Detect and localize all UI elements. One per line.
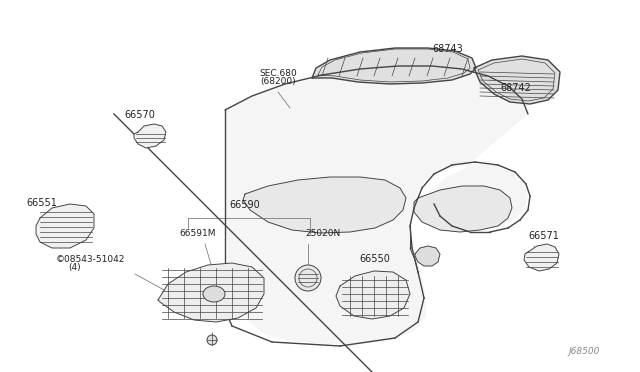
Text: 68742: 68742 (500, 83, 531, 93)
Polygon shape (336, 271, 410, 319)
Text: 66551: 66551 (26, 198, 57, 208)
Text: (68200): (68200) (260, 77, 296, 86)
Text: 68743: 68743 (432, 44, 463, 54)
Text: 66591M: 66591M (180, 229, 216, 238)
Polygon shape (524, 244, 559, 271)
Polygon shape (243, 177, 406, 233)
Text: 66570: 66570 (125, 110, 156, 120)
Text: 66590: 66590 (230, 200, 260, 210)
Polygon shape (134, 124, 166, 148)
Circle shape (207, 335, 217, 345)
Polygon shape (225, 66, 528, 344)
Polygon shape (415, 246, 440, 266)
Circle shape (295, 265, 321, 291)
Text: J68500: J68500 (568, 347, 600, 356)
Polygon shape (312, 48, 476, 84)
Text: 25020N: 25020N (305, 229, 340, 238)
Polygon shape (230, 67, 522, 128)
Polygon shape (158, 263, 264, 322)
Ellipse shape (203, 286, 225, 302)
Polygon shape (474, 56, 560, 104)
Text: ©08543-51042: ©08543-51042 (56, 255, 125, 264)
Text: SEC.680: SEC.680 (259, 69, 297, 78)
Polygon shape (36, 204, 94, 248)
Polygon shape (414, 186, 512, 232)
Text: 66571: 66571 (528, 231, 559, 241)
Text: (4): (4) (68, 263, 81, 272)
Text: 66550: 66550 (360, 254, 390, 264)
